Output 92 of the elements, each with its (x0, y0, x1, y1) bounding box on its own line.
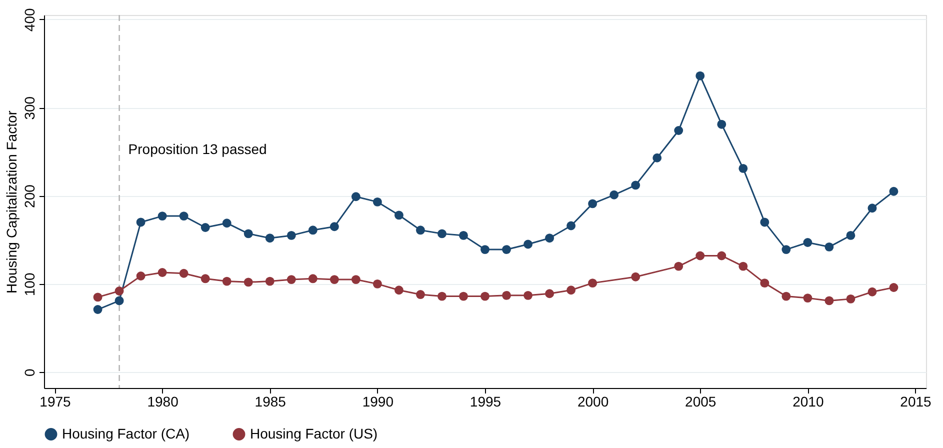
point (824, 296, 834, 306)
point (265, 234, 274, 243)
y-axis-title: Housing Capitalization Factor (4, 110, 20, 294)
point (394, 286, 404, 295)
point (610, 190, 619, 200)
point (136, 218, 146, 227)
point (308, 274, 318, 284)
point (158, 212, 167, 221)
point (652, 153, 662, 162)
legend-label: Housing Factor (US) (250, 425, 378, 442)
point (222, 276, 232, 286)
point (158, 268, 167, 277)
point (136, 272, 146, 280)
point (244, 278, 253, 287)
point (93, 305, 102, 314)
point (308, 226, 318, 235)
point (868, 204, 877, 213)
point (394, 210, 404, 220)
point (114, 286, 124, 296)
point (244, 229, 253, 238)
point (416, 226, 425, 235)
x-tick-label: 2000 (577, 394, 609, 410)
point (502, 245, 511, 254)
x-tick-label: 1995 (470, 394, 502, 410)
point (265, 276, 274, 286)
point (717, 251, 726, 260)
point (782, 292, 791, 301)
y-tick-label: 0 (22, 368, 38, 377)
x-tick-label: 1990 (362, 394, 394, 410)
point (696, 251, 705, 260)
point (717, 120, 726, 129)
x-tick-label: 1985 (254, 394, 286, 410)
point (588, 199, 598, 208)
y-tick-label: 400 (22, 8, 38, 32)
point (846, 294, 856, 304)
point (200, 223, 210, 232)
point (868, 287, 877, 296)
y-tick-label: 200 (22, 184, 38, 208)
point (93, 292, 102, 302)
legend-label: Housing Factor (CA) (62, 425, 190, 442)
point (286, 275, 296, 284)
point (286, 230, 296, 240)
point (566, 221, 576, 230)
point (179, 268, 188, 278)
point (889, 186, 898, 196)
point (738, 164, 748, 173)
point (330, 275, 339, 284)
x-tick-label: 2005 (685, 394, 716, 410)
x-tick-label: 1980 (147, 394, 179, 410)
point (782, 245, 791, 254)
point (438, 292, 446, 301)
point (674, 262, 684, 271)
point (480, 245, 490, 254)
point (114, 296, 124, 306)
point (696, 71, 705, 80)
point (524, 240, 532, 249)
point (803, 238, 812, 247)
point (566, 286, 576, 295)
point (588, 278, 598, 288)
point (372, 197, 382, 206)
point (351, 192, 360, 202)
point (459, 292, 468, 301)
point (524, 290, 532, 300)
x-tick-label: 1975 (40, 394, 72, 410)
point (824, 242, 834, 252)
point (459, 230, 468, 240)
point (372, 279, 382, 288)
ref-line-label: Proposition 13 passed (128, 141, 267, 157)
point (222, 218, 232, 228)
x-tick-label: 2015 (900, 394, 932, 410)
point (674, 126, 684, 135)
point (545, 289, 554, 298)
point (545, 234, 554, 243)
point (351, 275, 360, 284)
x-tick-label: 2010 (792, 394, 824, 410)
point (438, 229, 446, 238)
y-tick-label: 300 (22, 96, 38, 120)
point (760, 278, 770, 288)
point (631, 180, 640, 190)
point (760, 218, 770, 227)
point (631, 272, 640, 282)
point (803, 294, 812, 303)
point (889, 283, 898, 292)
point (738, 262, 748, 271)
point (416, 290, 425, 299)
point (179, 212, 188, 221)
point (200, 274, 210, 284)
y-tick-label: 100 (22, 272, 38, 296)
point (846, 230, 856, 240)
point (502, 290, 511, 300)
point (480, 292, 490, 301)
point (330, 222, 339, 232)
